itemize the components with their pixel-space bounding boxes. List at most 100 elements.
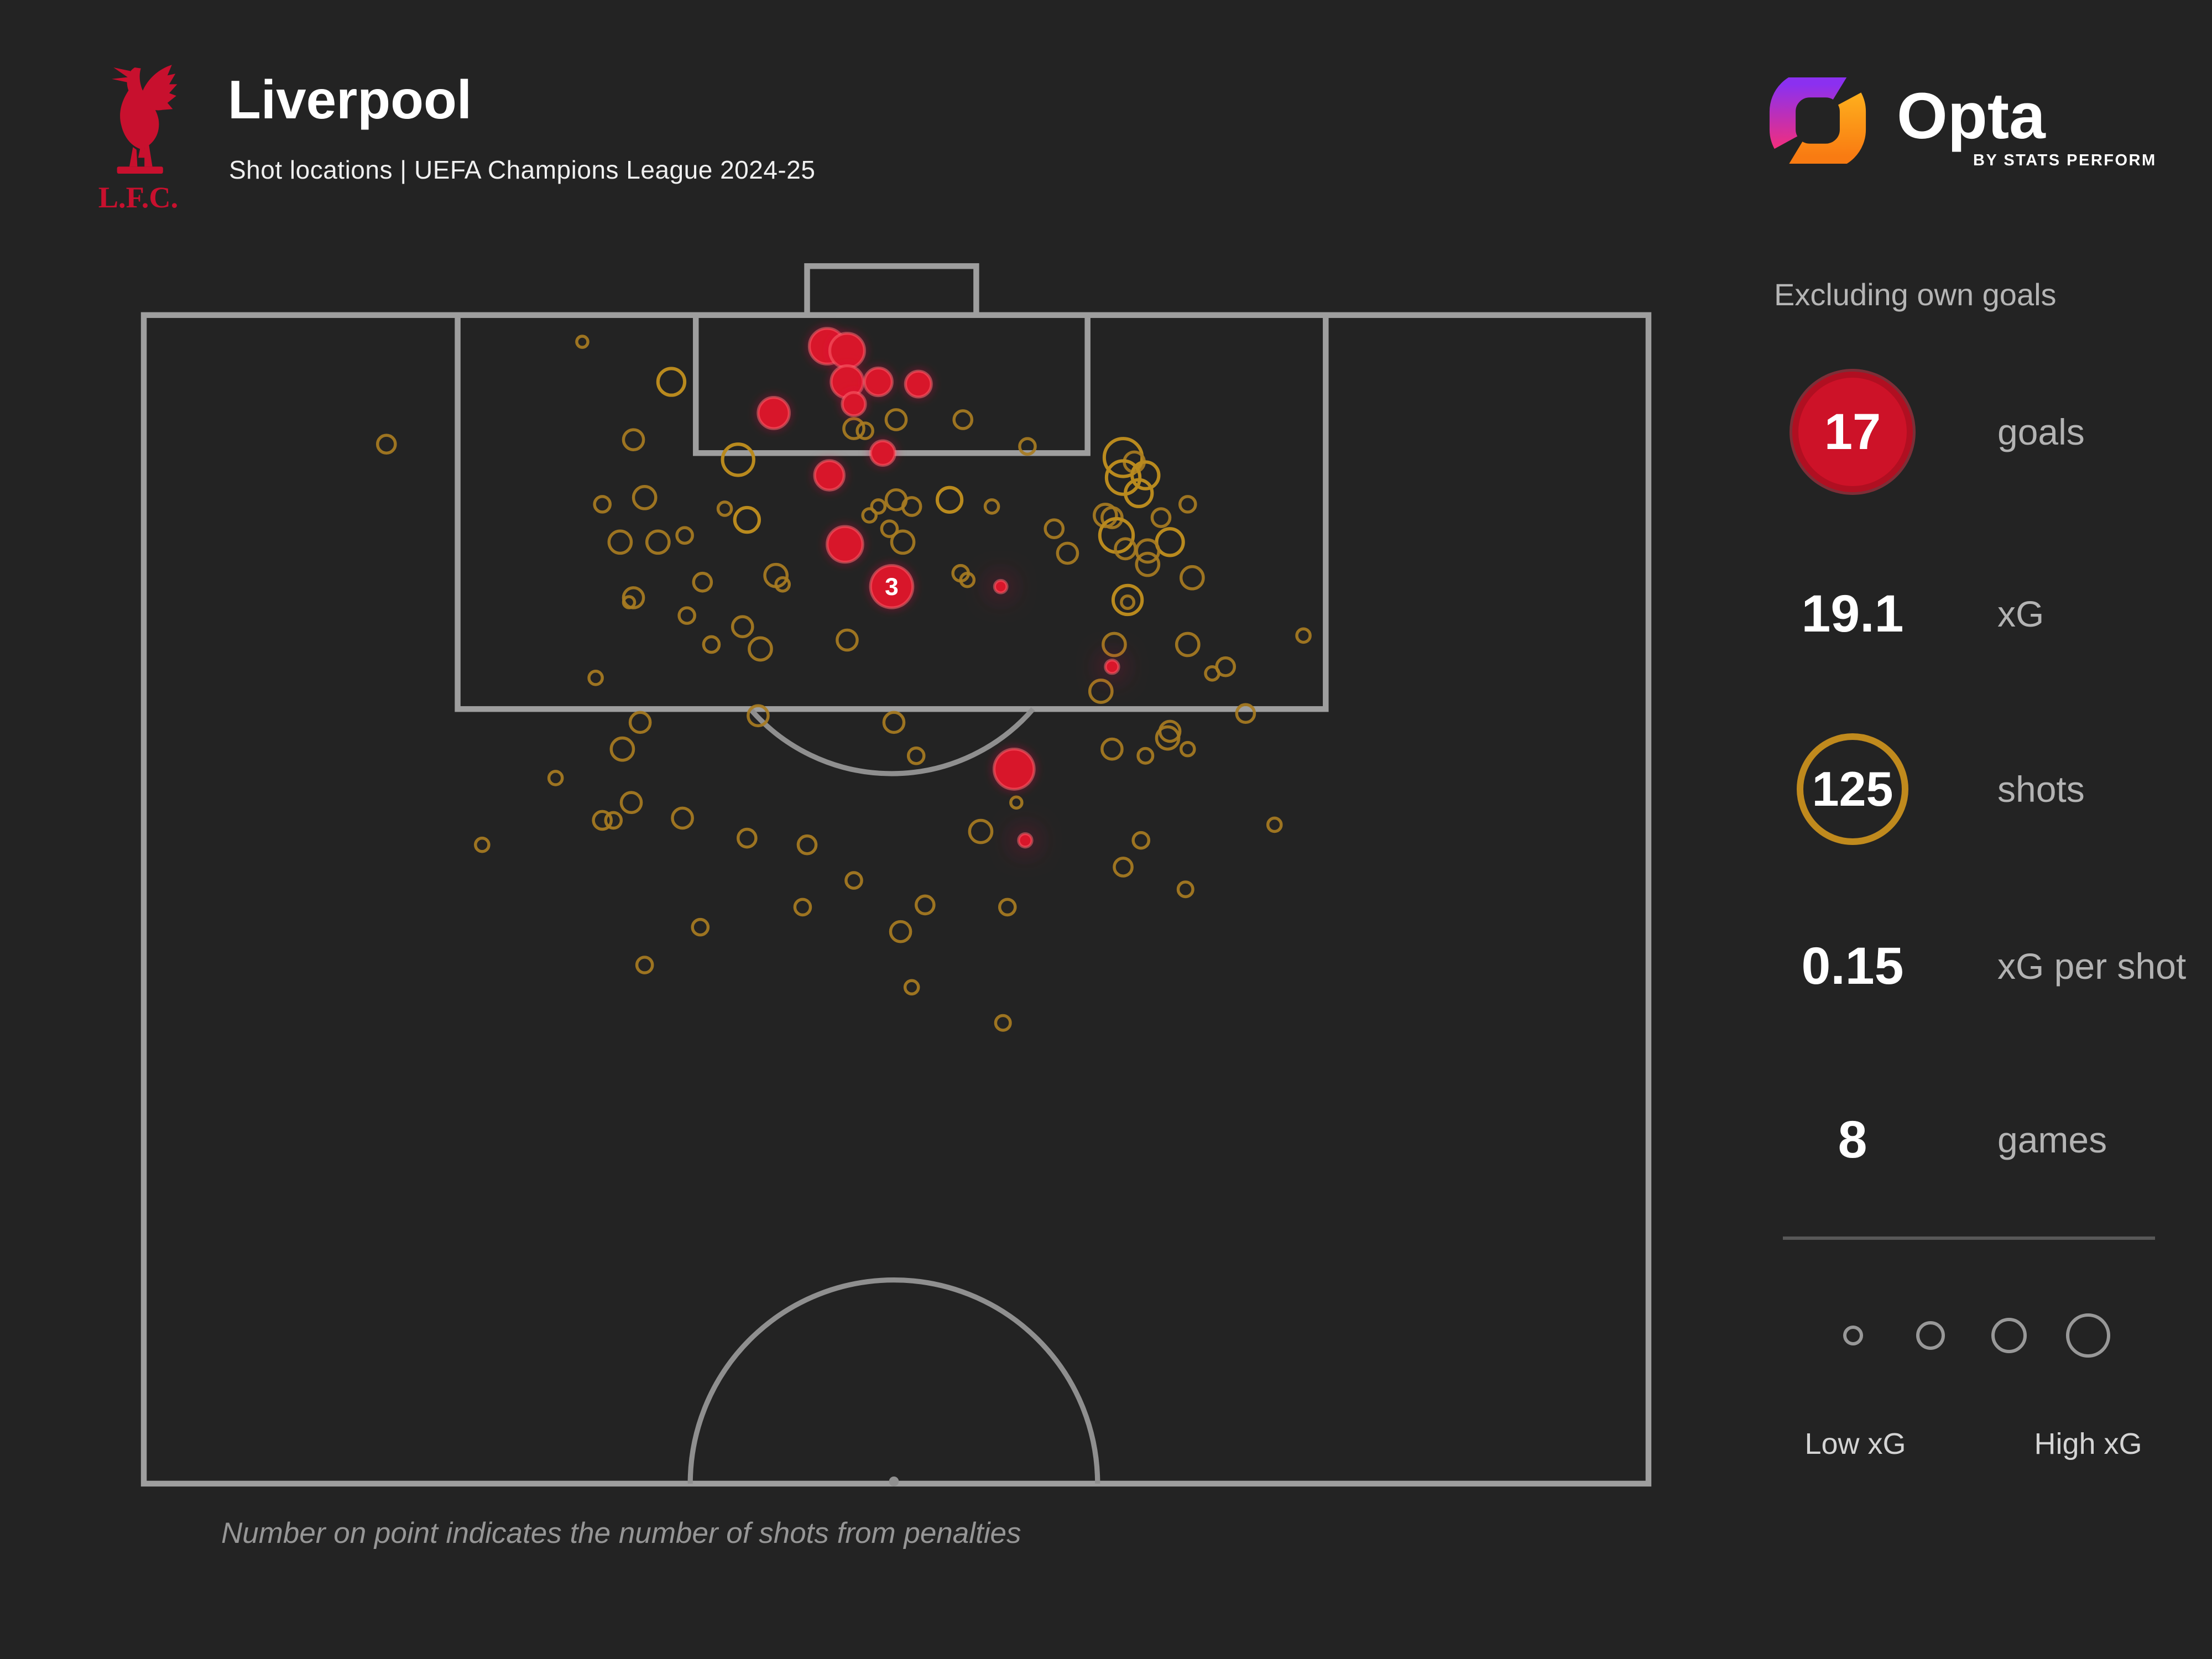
shot-marker: [889, 920, 912, 943]
legend-high-label: High xG: [2034, 1427, 2142, 1460]
shot-marker: [906, 746, 926, 765]
shot-marker: [968, 818, 994, 844]
penalty-box: [455, 312, 1329, 712]
shot-marker: [884, 408, 908, 431]
shot-marker: [1235, 703, 1256, 724]
shot-marker: [1111, 583, 1144, 617]
shot-marker: [1179, 740, 1196, 758]
penalty-arc: [748, 707, 1035, 776]
shots-value: 125: [1812, 761, 1893, 816]
legend-low-label: Low xG: [1804, 1427, 1906, 1460]
shot-marker: [1135, 551, 1161, 577]
goal-marker: [904, 369, 933, 399]
legend-size-circle-2: [1916, 1321, 1945, 1350]
svg-text:L.F.C.: L.F.C.: [98, 181, 179, 214]
shot-marker: [844, 871, 863, 890]
goal-marker: [1104, 659, 1120, 675]
shot-marker: [915, 894, 936, 916]
shot-marker: [1135, 538, 1161, 564]
xg-value: 19.1: [1801, 584, 1904, 643]
shot-marker: [855, 421, 874, 440]
shot-marker: [747, 704, 770, 728]
pitch-lines: [140, 263, 1652, 1487]
shot-marker: [691, 917, 710, 937]
shot-marker: [592, 810, 613, 831]
shot-marker: [635, 956, 654, 974]
shot-marker: [1088, 679, 1114, 704]
shot-marker: [1179, 565, 1205, 591]
shot-marker: [901, 496, 922, 517]
shot-marker: [890, 529, 916, 555]
shot-marker: [796, 834, 818, 855]
centre-circle: [687, 1277, 1100, 1484]
legend-size-circle-3: [1991, 1318, 2027, 1353]
opta-byline: BY STATS PERFORM: [1973, 152, 2157, 169]
stat-row-xg: 19.1 xG: [1742, 553, 2212, 675]
shot-marker: [861, 507, 878, 524]
goal-marker: [757, 396, 791, 430]
centre-spot: [889, 1476, 899, 1486]
shot-marker: [748, 636, 773, 662]
shot-marker: [645, 529, 671, 555]
shot-marker: [1266, 816, 1283, 833]
shot-marker: [1175, 632, 1201, 658]
goal-marker: [826, 525, 864, 564]
shot-marker: [998, 898, 1017, 917]
penalty-count-label: 3: [885, 573, 899, 601]
shot-marker: [1113, 857, 1134, 878]
shot-marker: [587, 670, 604, 686]
shot-marker: [994, 1014, 1012, 1032]
shot-marker: [1295, 627, 1312, 644]
shot-marker: [721, 442, 755, 477]
shot-marker: [474, 836, 491, 853]
shot-marker: [1044, 518, 1065, 539]
xg-per-shot-value: 0.15: [1801, 936, 1904, 995]
opta-logo-icon: [1767, 71, 1868, 170]
xg-label: xG: [1997, 593, 2044, 634]
panel-note: Excluding own goals: [1774, 277, 2057, 312]
shot-marker: [375, 434, 397, 455]
penalty-marker: [869, 564, 915, 609]
shot-marker: [671, 806, 694, 830]
panel-divider: [1783, 1237, 2155, 1240]
shot-marker: [793, 898, 812, 917]
shots-label: shots: [1997, 769, 2085, 810]
goal-marker: [992, 748, 1036, 791]
shot-marker: [1018, 437, 1037, 456]
shot-marker: [628, 711, 652, 734]
shot-marker: [737, 827, 758, 849]
goals-badge: 17: [1792, 372, 1913, 492]
shot-marker: [1124, 478, 1154, 508]
shot-marker: [733, 505, 761, 534]
shot-marker: [935, 486, 964, 514]
goal-marker: [828, 332, 866, 370]
shot-marker: [1100, 737, 1124, 761]
opta-wordmark: Opta: [1897, 80, 2046, 153]
shot-marker: [656, 367, 687, 397]
stat-row-xg-per-shot: 0.15 xG per shot: [1742, 905, 2212, 1027]
page-subtitle: Shot locations | UEFA Champions League 2…: [229, 155, 816, 184]
shot-marker: [622, 586, 645, 609]
stat-row-games: 8 games: [1742, 1079, 2212, 1201]
shot-marker: [1104, 459, 1142, 496]
shot-marker: [575, 335, 589, 349]
shot-marker: [1130, 460, 1161, 491]
shot-marker: [880, 519, 899, 538]
goals-value: 17: [1824, 403, 1881, 460]
goal-frame: [804, 263, 979, 318]
shot-marker: [731, 615, 754, 639]
shot-marker: [836, 628, 859, 652]
shot-marker: [774, 576, 791, 593]
shot-marker: [1178, 495, 1197, 514]
shot-marker: [1093, 503, 1118, 528]
stat-row-shots: 125 shots: [1742, 728, 2212, 850]
shot-marker: [692, 571, 713, 593]
goal-marker: [813, 459, 846, 492]
shot-map: 3: [140, 263, 1652, 1487]
shot-markers: 3: [375, 327, 1312, 1032]
shot-marker: [870, 498, 887, 515]
shot-marker: [609, 736, 635, 762]
goal-marker: [841, 391, 867, 418]
shot-marker: [622, 595, 637, 609]
